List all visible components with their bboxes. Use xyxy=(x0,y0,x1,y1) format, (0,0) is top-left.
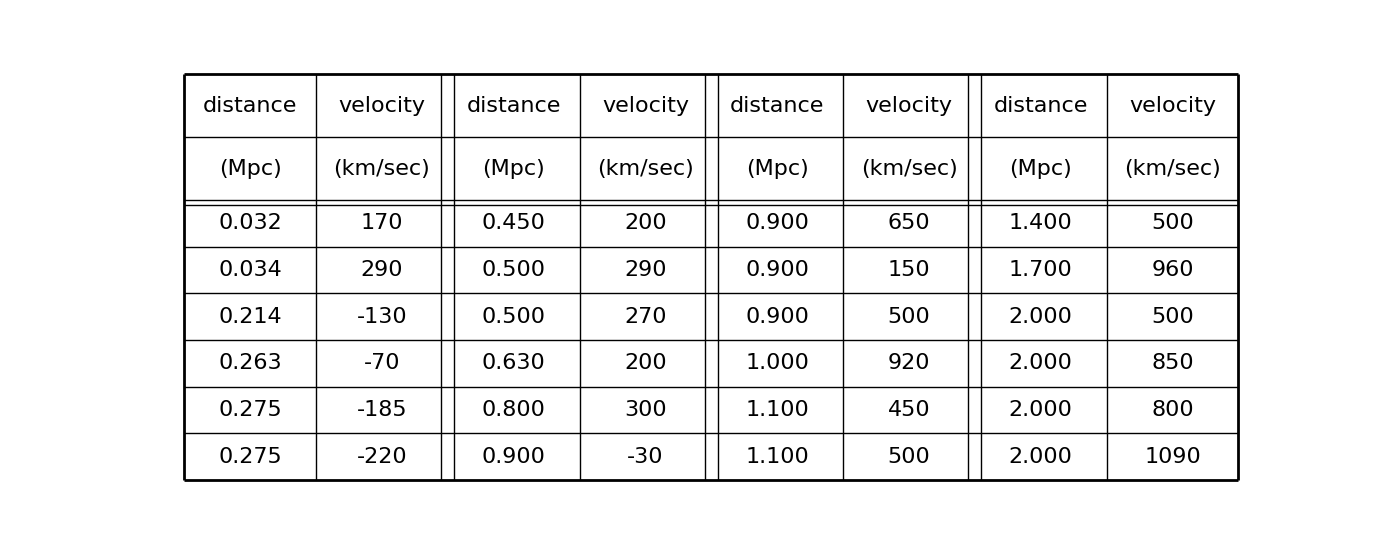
Text: 2.000: 2.000 xyxy=(1009,307,1073,327)
Text: -185: -185 xyxy=(357,400,407,420)
Text: (km/sec): (km/sec) xyxy=(861,159,958,178)
Text: 0.800: 0.800 xyxy=(482,400,545,420)
Text: 0.034: 0.034 xyxy=(218,260,282,280)
Text: 0.900: 0.900 xyxy=(745,214,809,233)
Text: 850: 850 xyxy=(1151,354,1194,373)
Text: -30: -30 xyxy=(627,447,663,467)
Text: 450: 450 xyxy=(888,400,930,420)
Text: 0.630: 0.630 xyxy=(482,354,545,373)
Text: 1.000: 1.000 xyxy=(745,354,809,373)
Text: 650: 650 xyxy=(888,214,930,233)
Text: 500: 500 xyxy=(888,447,930,467)
Text: 290: 290 xyxy=(361,260,403,280)
Text: 1090: 1090 xyxy=(1144,447,1201,467)
Text: 960: 960 xyxy=(1151,260,1194,280)
Text: 170: 170 xyxy=(361,214,403,233)
Text: 800: 800 xyxy=(1151,400,1194,420)
Text: 150: 150 xyxy=(888,260,930,280)
Text: 2.000: 2.000 xyxy=(1009,400,1073,420)
Text: velocity: velocity xyxy=(602,96,688,116)
Text: distance: distance xyxy=(730,96,824,116)
Text: 0.032: 0.032 xyxy=(218,214,282,233)
Text: -130: -130 xyxy=(357,307,407,327)
Text: 0.500: 0.500 xyxy=(482,260,545,280)
Text: (km/sec): (km/sec) xyxy=(333,159,430,178)
Text: 0.900: 0.900 xyxy=(482,447,545,467)
Text: 2.000: 2.000 xyxy=(1009,447,1073,467)
Text: velocity: velocity xyxy=(339,96,425,116)
Text: 500: 500 xyxy=(888,307,930,327)
Text: distance: distance xyxy=(466,96,561,116)
Text: 1.100: 1.100 xyxy=(745,400,809,420)
Text: 1.400: 1.400 xyxy=(1009,214,1073,233)
Text: 500: 500 xyxy=(1151,214,1194,233)
Text: (km/sec): (km/sec) xyxy=(1124,159,1221,178)
Text: 0.450: 0.450 xyxy=(482,214,545,233)
Text: 300: 300 xyxy=(625,400,666,420)
Text: 0.900: 0.900 xyxy=(745,307,809,327)
Text: 200: 200 xyxy=(625,214,666,233)
Text: 0.214: 0.214 xyxy=(218,307,282,327)
Text: (Mpc): (Mpc) xyxy=(482,159,545,178)
Text: distance: distance xyxy=(994,96,1088,116)
Text: 0.275: 0.275 xyxy=(218,447,282,467)
Text: 1.700: 1.700 xyxy=(1009,260,1073,280)
Text: -220: -220 xyxy=(357,447,407,467)
Text: 0.500: 0.500 xyxy=(482,307,545,327)
Text: 270: 270 xyxy=(625,307,666,327)
Text: 2.000: 2.000 xyxy=(1009,354,1073,373)
Text: (Mpc): (Mpc) xyxy=(1009,159,1072,178)
Text: 920: 920 xyxy=(888,354,930,373)
Text: 0.263: 0.263 xyxy=(218,354,282,373)
Text: distance: distance xyxy=(203,96,297,116)
Text: 1.100: 1.100 xyxy=(745,447,809,467)
Text: (Mpc): (Mpc) xyxy=(745,159,809,178)
Text: 290: 290 xyxy=(625,260,666,280)
Text: velocity: velocity xyxy=(1128,96,1216,116)
Text: 200: 200 xyxy=(625,354,666,373)
Text: velocity: velocity xyxy=(866,96,952,116)
Text: 0.900: 0.900 xyxy=(745,260,809,280)
Text: 500: 500 xyxy=(1151,307,1194,327)
Text: (Mpc): (Mpc) xyxy=(219,159,282,178)
Text: -70: -70 xyxy=(364,354,400,373)
Text: 0.275: 0.275 xyxy=(218,400,282,420)
Text: (km/sec): (km/sec) xyxy=(597,159,694,178)
